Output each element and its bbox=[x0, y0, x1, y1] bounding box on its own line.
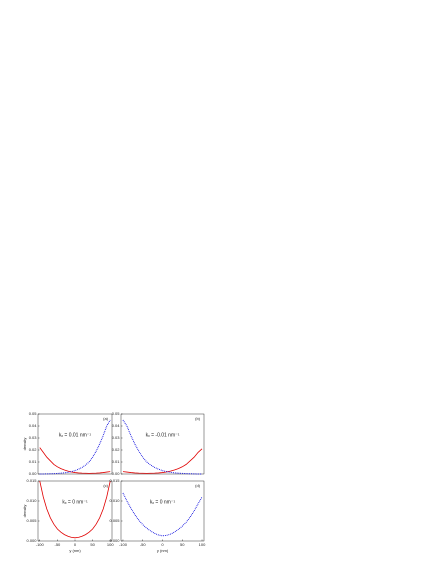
x-tick-label: -100 bbox=[36, 542, 45, 547]
y-tick-label: 0.015 bbox=[26, 478, 37, 483]
x-tick-label: 50 bbox=[90, 542, 95, 547]
y-axis-label: density bbox=[22, 505, 27, 518]
y-tick-label: 0.000 bbox=[109, 538, 120, 543]
y-tick-label: 0.05 bbox=[112, 411, 121, 416]
y-tick-label: 0.04 bbox=[29, 423, 38, 428]
y-tick-label: 0.04 bbox=[112, 423, 121, 428]
x-axis-label: y (nm) bbox=[157, 548, 169, 553]
data-line bbox=[39, 447, 111, 474]
annotation: kₓ = 0 nm⁻¹ bbox=[62, 499, 88, 505]
x-tick-label: 0 bbox=[161, 542, 164, 547]
y-tick-label: 0.015 bbox=[109, 478, 120, 483]
y-tick-label: 0.02 bbox=[112, 447, 121, 452]
x-tick-label: 100 bbox=[107, 542, 114, 547]
panel-label: (b) bbox=[195, 416, 201, 421]
y-tick-label: 0.00 bbox=[112, 471, 121, 476]
y-tick-label: 0.03 bbox=[112, 435, 121, 440]
data-line bbox=[39, 419, 111, 475]
x-tick-label: -100 bbox=[119, 542, 128, 547]
plot-frame bbox=[120, 480, 205, 542]
panel-label: (a) bbox=[103, 416, 109, 421]
data-line bbox=[39, 480, 111, 539]
y-tick-label: 0.010 bbox=[26, 498, 37, 503]
data-line bbox=[122, 419, 203, 475]
plot-frame bbox=[120, 413, 205, 475]
y-tick-label: 0.05 bbox=[29, 411, 38, 416]
y-tick-label: 0.005 bbox=[26, 518, 37, 523]
y-tick-label: 0.00 bbox=[29, 471, 38, 476]
annotation: kₓ = 0.01 nm⁻¹ bbox=[59, 432, 92, 438]
panel-label: (c) bbox=[103, 483, 108, 488]
x-tick-label: -50 bbox=[54, 542, 61, 547]
annotation: kₓ = 0 nm⁻¹ bbox=[150, 499, 176, 505]
plot-frame bbox=[37, 413, 113, 475]
annotation: kₓ = -0.01 nm⁻¹ bbox=[146, 432, 180, 438]
plot-frame bbox=[37, 480, 113, 542]
y-tick-label: 0.01 bbox=[29, 459, 38, 464]
y-axis-label: density bbox=[22, 438, 27, 451]
y-tick-label: 0.02 bbox=[29, 447, 38, 452]
y-tick-label: 0.000 bbox=[26, 538, 37, 543]
x-tick-label: 0 bbox=[74, 542, 77, 547]
y-tick-label: 0.010 bbox=[109, 498, 120, 503]
x-tick-label: 50 bbox=[180, 542, 185, 547]
x-tick-label: -50 bbox=[140, 542, 147, 547]
y-tick-label: 0.01 bbox=[112, 459, 121, 464]
y-tick-label: 0.03 bbox=[29, 435, 38, 440]
x-axis-label: y (nm) bbox=[69, 548, 81, 553]
panel-label: (d) bbox=[195, 483, 201, 488]
y-tick-label: 0.005 bbox=[109, 518, 120, 523]
data-line bbox=[122, 448, 203, 474]
x-tick-label: 100 bbox=[199, 542, 206, 547]
